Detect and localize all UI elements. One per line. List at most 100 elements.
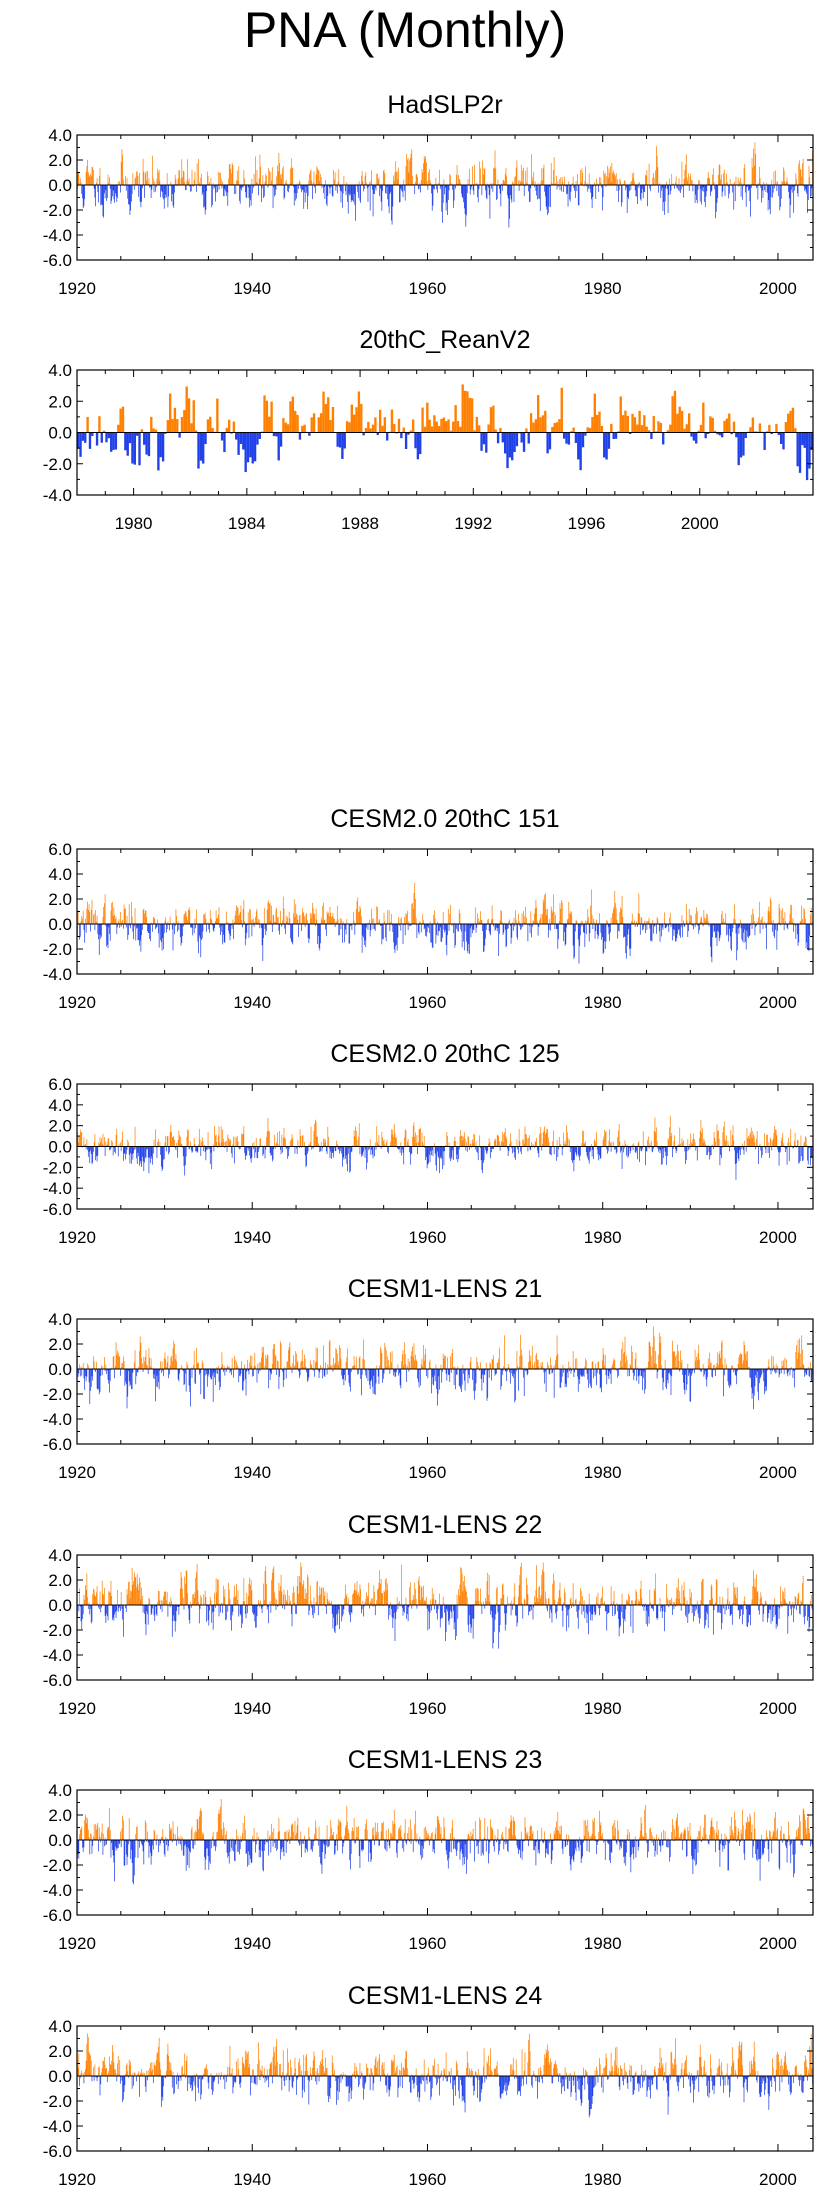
bar (680, 1143, 681, 1147)
bar (581, 1143, 583, 1147)
bar (331, 917, 332, 924)
bar (349, 185, 351, 196)
bar (80, 1366, 82, 1369)
bar (438, 183, 440, 185)
bar (624, 180, 626, 185)
bar (270, 1146, 272, 1156)
bar (655, 170, 657, 185)
bar (515, 1146, 516, 1160)
bar (575, 1146, 577, 1155)
bar (86, 1369, 88, 1377)
bar (761, 916, 763, 924)
bar (93, 185, 95, 189)
bar (216, 398, 219, 433)
bar (101, 185, 102, 205)
bar (376, 1126, 378, 1147)
bar (164, 920, 166, 924)
bar (712, 1369, 713, 1378)
bar (353, 414, 356, 433)
bar (219, 1142, 221, 1147)
bar (315, 1119, 316, 1147)
bar (766, 924, 767, 950)
bar (474, 907, 476, 924)
bar (645, 1146, 647, 1152)
bar (163, 185, 165, 209)
bar (717, 185, 719, 199)
bar (636, 1369, 638, 1381)
bar (424, 1354, 426, 1369)
bar (644, 1369, 646, 1394)
bar (773, 1132, 775, 1147)
bar (158, 172, 159, 185)
bar (285, 182, 286, 185)
bar (633, 1143, 635, 1147)
bar (491, 1369, 492, 1381)
bar (90, 173, 91, 185)
bar (133, 432, 136, 465)
bar (797, 1340, 799, 1369)
bar (674, 185, 675, 189)
bar (152, 178, 154, 185)
bar (117, 1605, 119, 1612)
bar (555, 1356, 557, 1369)
bar (621, 1366, 623, 1369)
bar (700, 917, 702, 924)
bar (598, 185, 600, 192)
bar (661, 1369, 663, 1378)
bar (700, 185, 702, 189)
bar (106, 1605, 107, 1614)
bar (459, 1369, 461, 1387)
bar (404, 916, 405, 924)
bar (361, 171, 363, 185)
bar (729, 1369, 731, 1385)
bar (428, 172, 429, 185)
y-tick-label: 0.0 (48, 424, 72, 443)
bar (269, 1131, 270, 1147)
bar (128, 185, 129, 205)
bar (158, 1591, 160, 1605)
bar (570, 185, 572, 192)
bar (625, 1362, 627, 1369)
bar (291, 924, 293, 943)
bar (489, 1142, 491, 1147)
bar (809, 924, 811, 936)
bar (520, 181, 521, 185)
bar (158, 170, 160, 185)
bar (806, 1144, 808, 1147)
bar (577, 1369, 579, 1392)
bar (272, 432, 276, 437)
bar (666, 1146, 667, 1165)
bar (174, 1359, 176, 1369)
bar (415, 1132, 416, 1147)
bar (331, 1146, 332, 1159)
bar (256, 1369, 258, 1383)
bar (753, 1369, 755, 1396)
bar (745, 1146, 747, 1152)
bar (287, 1361, 289, 1369)
bar (163, 924, 165, 934)
bar (336, 1140, 337, 1147)
bar (473, 430, 476, 433)
bar (727, 924, 729, 935)
bar (423, 155, 425, 185)
bar (228, 1139, 230, 1147)
x-tick-label: 1920 (58, 1463, 96, 1482)
bar (191, 924, 193, 928)
bar (399, 1146, 401, 1153)
bar (313, 171, 315, 185)
bar (488, 185, 489, 188)
bar (434, 1143, 435, 1147)
bar (759, 178, 761, 185)
bar (126, 1589, 128, 1605)
bar (246, 1369, 248, 1372)
bar (770, 432, 773, 435)
bar (336, 1349, 337, 1369)
bar (653, 924, 654, 934)
bar (170, 181, 172, 185)
bar (182, 1588, 183, 1605)
bar (768, 1359, 770, 1369)
bar (95, 1361, 97, 1369)
bar (715, 1366, 717, 1369)
bar (429, 921, 431, 924)
bar (670, 924, 672, 927)
